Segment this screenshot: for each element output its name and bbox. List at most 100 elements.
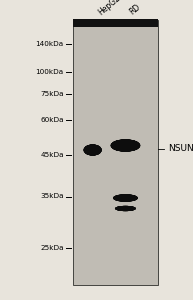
Ellipse shape [116,195,135,201]
Ellipse shape [111,139,140,152]
Ellipse shape [115,195,136,201]
Ellipse shape [111,139,140,152]
Ellipse shape [115,195,136,201]
Ellipse shape [117,206,134,211]
Ellipse shape [116,196,135,200]
Ellipse shape [85,146,100,154]
Ellipse shape [114,141,137,150]
Ellipse shape [117,196,134,200]
Ellipse shape [116,206,135,211]
Text: RD: RD [127,2,142,16]
Ellipse shape [85,146,100,154]
Ellipse shape [114,141,136,150]
Ellipse shape [113,140,138,151]
Ellipse shape [118,207,133,210]
Ellipse shape [85,146,100,154]
Ellipse shape [117,196,134,200]
Ellipse shape [112,140,139,151]
Ellipse shape [86,146,99,154]
Ellipse shape [117,206,134,211]
Ellipse shape [113,141,137,150]
Ellipse shape [111,140,140,152]
Ellipse shape [118,207,133,210]
Ellipse shape [85,146,100,154]
Ellipse shape [117,206,134,211]
Ellipse shape [86,146,99,154]
Ellipse shape [87,147,99,153]
Ellipse shape [113,194,138,202]
Ellipse shape [84,145,101,155]
Ellipse shape [86,147,99,153]
Ellipse shape [113,194,137,202]
Ellipse shape [86,146,99,154]
Ellipse shape [114,195,137,201]
Ellipse shape [120,207,131,210]
Ellipse shape [117,196,134,200]
Ellipse shape [114,141,137,150]
Ellipse shape [85,146,100,154]
Ellipse shape [111,140,140,152]
Ellipse shape [85,145,101,155]
Ellipse shape [113,140,138,151]
Ellipse shape [113,140,138,151]
Ellipse shape [115,142,136,149]
Ellipse shape [84,145,101,155]
Ellipse shape [113,194,138,202]
Ellipse shape [86,146,100,154]
Ellipse shape [116,196,135,200]
Ellipse shape [117,196,134,200]
Ellipse shape [85,146,100,154]
Ellipse shape [114,195,137,201]
Text: 100kDa: 100kDa [36,69,64,75]
Ellipse shape [118,207,133,210]
Ellipse shape [112,140,139,151]
Ellipse shape [113,194,137,202]
Ellipse shape [115,206,136,211]
Ellipse shape [84,145,101,155]
Ellipse shape [113,140,138,151]
Ellipse shape [85,146,100,154]
Ellipse shape [115,142,135,149]
Ellipse shape [118,207,133,210]
Ellipse shape [85,146,100,154]
Ellipse shape [112,140,139,151]
Ellipse shape [84,145,101,155]
Ellipse shape [86,146,100,154]
Ellipse shape [87,147,99,153]
Ellipse shape [115,142,136,149]
Ellipse shape [115,195,136,201]
Ellipse shape [117,196,134,200]
Ellipse shape [117,196,134,200]
Ellipse shape [115,142,136,149]
Ellipse shape [86,146,99,154]
Ellipse shape [117,196,134,200]
Ellipse shape [116,206,135,211]
Ellipse shape [115,195,135,201]
Ellipse shape [113,141,138,150]
Ellipse shape [117,206,134,211]
Ellipse shape [86,147,99,153]
Ellipse shape [117,207,134,210]
Ellipse shape [84,145,102,155]
Ellipse shape [84,145,102,155]
Ellipse shape [85,146,100,154]
Ellipse shape [114,195,137,201]
Ellipse shape [117,196,134,200]
Ellipse shape [115,195,136,201]
Ellipse shape [84,145,101,155]
Text: 25kDa: 25kDa [40,244,64,250]
Ellipse shape [113,194,137,202]
Ellipse shape [84,145,101,155]
Ellipse shape [85,145,101,155]
Ellipse shape [117,206,134,211]
Ellipse shape [114,141,136,150]
Ellipse shape [115,195,136,201]
Ellipse shape [117,196,134,200]
Ellipse shape [85,145,101,155]
Ellipse shape [118,207,133,210]
Ellipse shape [84,145,101,155]
Ellipse shape [115,195,135,201]
Ellipse shape [116,142,135,149]
Ellipse shape [86,146,99,154]
Ellipse shape [115,206,136,211]
